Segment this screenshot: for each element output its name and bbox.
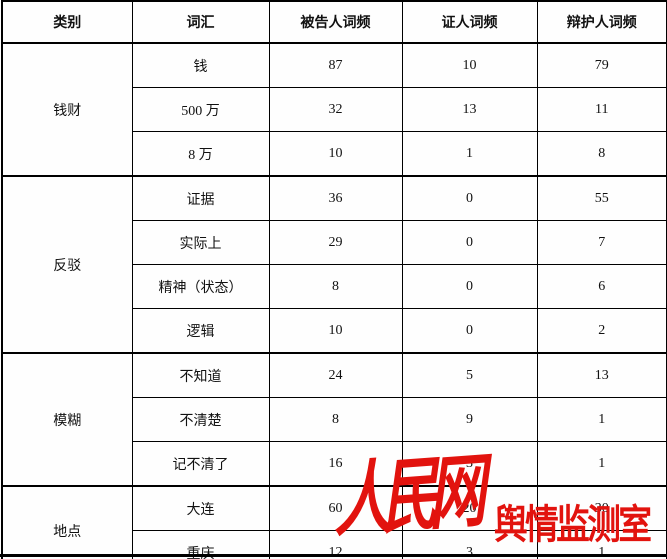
freq-cell: 55	[536, 175, 667, 221]
term-cell: 逻辑	[131, 308, 270, 354]
table-row: 反驳 证据 36 0 55	[1, 175, 667, 354]
col-header-witness-freq: 证人词频	[401, 0, 538, 44]
table-row: 实际上 29 0 7	[2, 220, 667, 265]
freq-cell: 16	[268, 441, 403, 487]
freq-cell: 60	[268, 485, 403, 531]
freq-cell: 13	[536, 352, 667, 398]
term-cell: 钱	[131, 42, 270, 88]
col-header-defendant-freq: 被告人词频	[268, 0, 403, 44]
col-header-category: 类别	[1, 0, 133, 44]
term-cell: 500 万	[131, 87, 270, 132]
term-cell: 精神（状态）	[131, 264, 270, 309]
freq-cell: 1	[536, 441, 667, 487]
header-row: 类别 词汇 被告人词频 证人词频 辩护人词频	[1, 0, 667, 44]
freq-cell: 0	[401, 264, 538, 309]
term-cell: 证据	[131, 175, 270, 221]
table-row: 地点 大连 60 20 30	[1, 485, 667, 559]
table-row: 不清楚 8 9 1	[2, 397, 667, 442]
term-cell: 大连	[131, 485, 270, 531]
freq-cell: 24	[268, 352, 403, 398]
category-cell-rebuttal: 反驳	[1, 175, 133, 354]
freq-cell: 5	[401, 352, 538, 398]
table-row: 8 万 10 1 8	[2, 131, 667, 177]
category-cell-vague: 模糊	[1, 352, 133, 487]
term-cell: 8 万	[131, 131, 270, 177]
category-cell-location: 地点	[1, 485, 133, 559]
freq-cell: 2	[536, 308, 667, 354]
term-cell: 实际上	[131, 220, 270, 265]
freq-cell: 8	[268, 264, 403, 309]
freq-cell: 6	[536, 264, 667, 309]
freq-cell: 8	[536, 131, 667, 177]
freq-cell: 79	[536, 42, 667, 88]
col-header-term: 词汇	[131, 0, 270, 44]
freq-cell: 29	[268, 220, 403, 265]
table-bottom-border	[0, 554, 667, 557]
freq-cell: 9	[401, 397, 538, 442]
freq-cell: 1	[401, 131, 538, 177]
freq-cell: 0	[401, 308, 538, 354]
freq-cell: 30	[536, 485, 667, 531]
freq-cell: 7	[536, 220, 667, 265]
freq-cell: 10	[268, 308, 403, 354]
term-cell: 记不清了	[131, 441, 270, 487]
freq-cell: 32	[268, 87, 403, 132]
freq-cell: 0	[401, 220, 538, 265]
freq-cell: 13	[401, 87, 538, 132]
freq-cell: 10	[268, 131, 403, 177]
freq-cell: 10	[401, 42, 538, 88]
table-row: 500 万 32 13 11	[2, 87, 667, 132]
table-row: 钱财 钱 87 10 79	[1, 42, 667, 177]
freq-cell: 20	[401, 485, 538, 531]
category-cell-money: 钱财	[1, 42, 133, 177]
term-cell: 不知道	[131, 352, 270, 398]
freq-cell: 11	[536, 87, 667, 132]
col-header-defender-freq: 辩护人词频	[536, 0, 667, 44]
table-row: 模糊 不知道 24 5 13	[1, 352, 667, 487]
freq-cell: 8	[268, 397, 403, 442]
freq-cell: 1	[536, 397, 667, 442]
term-cell: 不清楚	[131, 397, 270, 442]
freq-cell: 36	[268, 175, 403, 221]
freq-cell: 0	[401, 175, 538, 221]
table-row: 精神（状态） 8 0 6	[2, 264, 667, 309]
freq-cell: 3	[401, 441, 538, 487]
freq-cell: 87	[268, 42, 403, 88]
